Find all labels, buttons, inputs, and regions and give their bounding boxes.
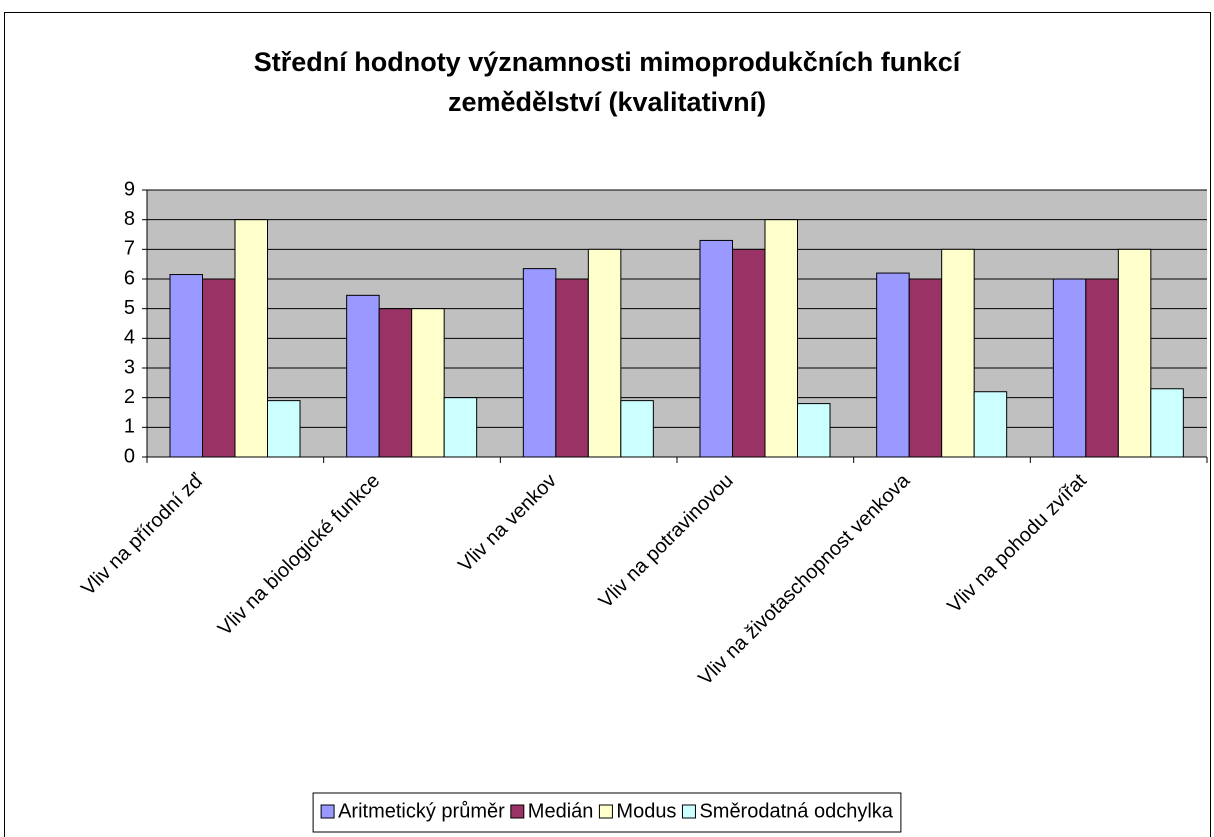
- bar: [941, 248, 975, 458]
- y-tick-label: 1: [124, 416, 135, 438]
- bar: [908, 278, 943, 458]
- y-tick-label: 6: [124, 267, 135, 289]
- bar: [267, 400, 301, 458]
- x-tick-label: Vliv na životaschopnost venkova: [694, 469, 915, 690]
- legend-label: Aritmetický průměr: [338, 800, 505, 822]
- x-tick-label: Vliv na přírodní zď: [77, 469, 208, 600]
- bar: [620, 400, 654, 458]
- bar: [1117, 248, 1152, 458]
- x-tick-label: Vliv na pohodu zvířat: [943, 469, 1091, 617]
- bar: [973, 391, 1008, 458]
- legend: Aritmetický průměr Medián Modus Směrodatná …: [312, 792, 902, 833]
- bar: [1052, 278, 1087, 458]
- bar: [555, 278, 589, 458]
- bar: [1085, 278, 1119, 458]
- chart-frame: [4, 12, 1211, 837]
- bar: [732, 248, 766, 458]
- plot-area: [147, 190, 1207, 457]
- bar: [699, 239, 733, 458]
- y-tick-label: 5: [124, 297, 135, 319]
- bar: [346, 294, 380, 458]
- bar: [797, 403, 831, 458]
- legend-swatch: [681, 804, 696, 819]
- bar: [378, 308, 413, 458]
- bar: [202, 278, 236, 458]
- x-tick-label: Vliv na biologické funkce: [214, 470, 384, 640]
- bar: [411, 308, 445, 458]
- bar: [876, 272, 910, 458]
- legend-swatch: [510, 804, 525, 819]
- legend-swatch: [320, 804, 335, 819]
- bar: [522, 268, 557, 458]
- bar: [169, 274, 203, 458]
- bar: [764, 219, 798, 458]
- y-tick-label: 4: [124, 327, 135, 349]
- bar: [587, 248, 622, 458]
- x-tick-label: Vliv na venkov: [454, 470, 561, 577]
- y-tick-label: 3: [124, 356, 135, 378]
- chart-title: Střední hodnoty významnosti mimoprodukčn…: [253, 47, 961, 117]
- y-tick-label: 8: [124, 208, 135, 230]
- legend-label: Směrodatná odchylka: [699, 800, 893, 822]
- y-tick-label: 0: [124, 445, 135, 467]
- bar: [234, 219, 268, 458]
- legend-swatch: [598, 804, 613, 819]
- y-tick-label: 7: [124, 238, 135, 260]
- y-tick-label: 2: [124, 386, 135, 408]
- bar: [1150, 388, 1184, 458]
- x-tick-label: Vliv na potravinovou: [595, 470, 738, 613]
- y-tick-label: 9: [124, 178, 135, 200]
- bar: [443, 397, 478, 458]
- legend-label: Modus: [616, 800, 676, 822]
- legend-label: Medián: [528, 800, 594, 822]
